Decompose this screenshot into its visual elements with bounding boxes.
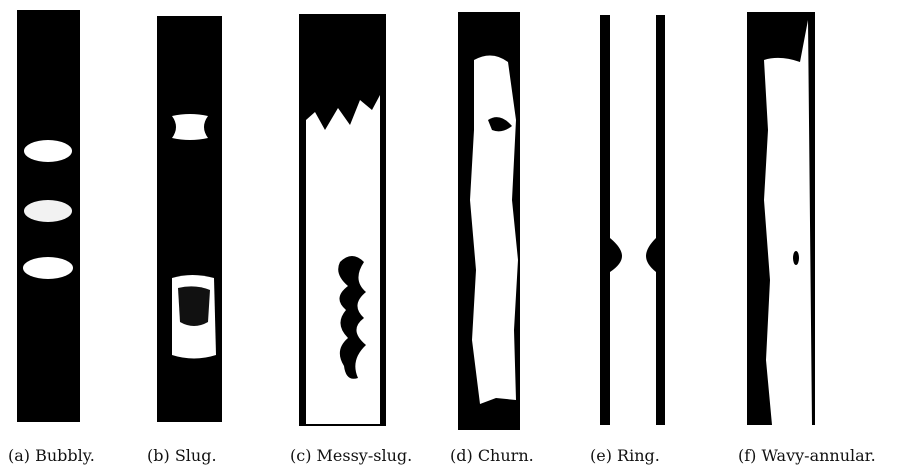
bubble [24, 200, 72, 222]
slug-head [172, 114, 208, 140]
caption: (c) Messy-slug. [290, 446, 412, 465]
figure: (a) Bubbly. (b) Slug. (c) Messy-slug. (d… [0, 0, 897, 471]
panel-churn [458, 12, 520, 430]
gas-core [764, 20, 812, 425]
droplet [793, 251, 799, 265]
panel-wavy-annular [747, 12, 815, 425]
bubble [24, 140, 72, 162]
caption: (e) Ring. [590, 446, 660, 465]
wall [300, 15, 306, 425]
gas-core [470, 55, 518, 404]
wall [380, 15, 385, 425]
caption: (d) Churn. [450, 446, 534, 465]
panel-messy-slug [300, 15, 385, 425]
panel-bubbly [17, 10, 80, 422]
gas-core [610, 15, 656, 425]
bubble-core [178, 286, 210, 326]
tube [157, 16, 222, 422]
caption: (a) Bubbly. [8, 446, 95, 465]
caption: (f) Wavy-annular. [738, 446, 876, 465]
panel-ring [600, 15, 665, 425]
bubble [23, 257, 73, 279]
caption: (b) Slug. [147, 446, 217, 465]
panel-slug [157, 16, 222, 422]
